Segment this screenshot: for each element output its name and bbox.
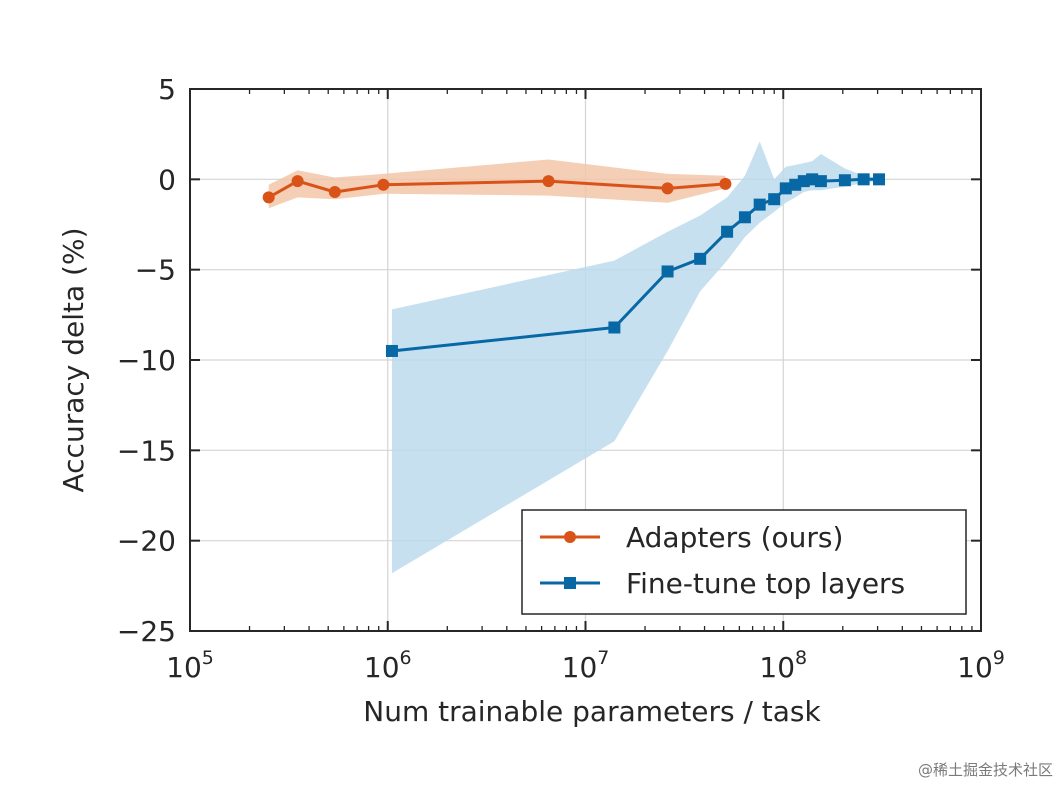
legend-label-adapters: Adapters (ours) xyxy=(626,521,843,554)
data-point xyxy=(857,173,870,186)
data-point xyxy=(738,211,751,224)
data-point xyxy=(262,191,275,204)
y-tick-label: −25 xyxy=(117,615,176,648)
y-tick-label: −10 xyxy=(117,344,176,377)
x-tick-label: 108 xyxy=(759,647,807,684)
data-point xyxy=(814,175,827,188)
x-tick-label: 109 xyxy=(957,647,1005,684)
legend-marker-adapters xyxy=(564,531,576,543)
y-tick-label: −20 xyxy=(117,525,176,558)
data-point xyxy=(721,225,734,238)
data-point xyxy=(608,321,621,334)
data-point xyxy=(753,198,766,211)
confidence-band-1 xyxy=(391,141,879,574)
x-tick-label: 106 xyxy=(364,647,412,684)
legend: Adapters (ours) Fine-tune top layers xyxy=(521,509,967,615)
data-point xyxy=(694,252,707,265)
legend-label-finetune: Fine-tune top layers xyxy=(626,567,905,600)
data-point xyxy=(291,175,304,188)
y-tick-label: 5 xyxy=(158,73,176,106)
x-axis-label: Num trainable parameters / task xyxy=(363,695,821,728)
data-point xyxy=(779,182,792,195)
data-point xyxy=(661,182,674,195)
band-layer xyxy=(268,141,879,574)
data-point xyxy=(768,193,781,206)
series-layer xyxy=(262,173,886,357)
x-tick-label: 107 xyxy=(562,647,610,684)
x-tick-label: 105 xyxy=(166,647,214,684)
data-point xyxy=(719,177,732,190)
y-tick-label: −5 xyxy=(135,254,176,287)
y-axis-label: Accuracy delta (%) xyxy=(57,227,90,492)
data-point xyxy=(873,173,886,186)
legend-marker-finetune xyxy=(564,577,576,589)
confidence-band-0 xyxy=(268,159,726,209)
y-tick-label: 0 xyxy=(158,163,176,196)
data-point xyxy=(377,178,390,191)
y-tick-label: −15 xyxy=(117,434,176,467)
data-point xyxy=(328,185,341,198)
data-point xyxy=(661,265,674,278)
data-point xyxy=(838,174,851,187)
data-point xyxy=(542,175,555,188)
legend-box xyxy=(521,509,967,615)
tick-layer: 105 106 107 108 109 5 0 −5 −10 −15 −20 −25 xyxy=(117,73,1005,684)
data-point xyxy=(385,344,398,357)
watermark: @稀土掘金技术社区 xyxy=(917,761,1053,779)
